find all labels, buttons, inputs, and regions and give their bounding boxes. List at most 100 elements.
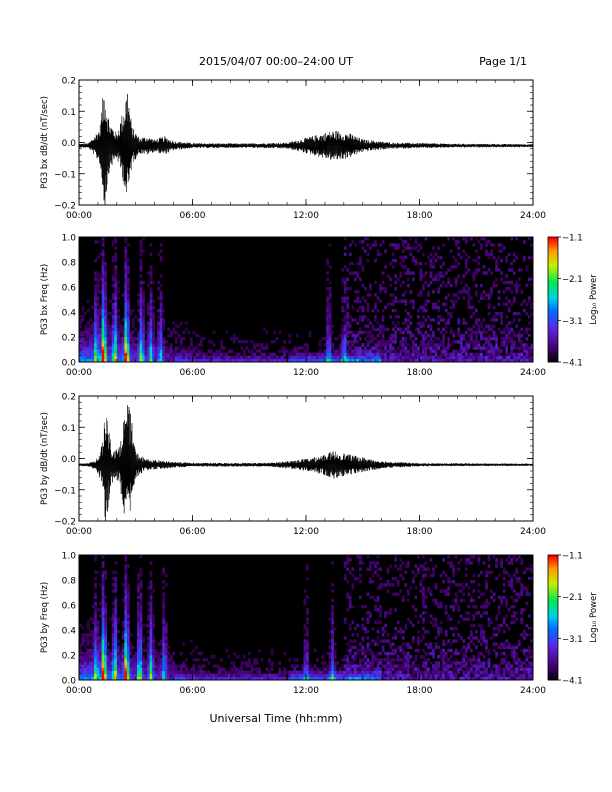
spectrogram-cell [497, 664, 501, 668]
spectrogram-cell [89, 337, 92, 341]
spectrogram-cell [389, 676, 393, 681]
colorbar-segment [548, 573, 558, 577]
spectrogram-cell [495, 262, 498, 266]
spectrogram-cell [106, 330, 110, 335]
spectrogram-cell [343, 308, 347, 313]
spectrogram-cell [94, 617, 97, 621]
spectrogram-cell [490, 337, 493, 341]
spectrogram-cell [409, 290, 413, 294]
spectrogram-cell [348, 605, 352, 609]
spectrogram-cell [507, 661, 511, 665]
spectrogram-cell [422, 601, 425, 606]
spectrogram-cell [152, 648, 155, 653]
spectrogram-cell [306, 655, 309, 659]
spectrogram-cell [149, 333, 153, 338]
spectrogram-cell [356, 299, 360, 303]
spectrogram-cell [164, 620, 168, 625]
spectrogram-cell [293, 358, 297, 363]
spectrogram-cell [84, 633, 87, 637]
spectrogram-cell [139, 274, 143, 278]
spectrogram-cell [149, 561, 153, 565]
spectrogram-cell [432, 346, 435, 350]
spectrogram-cell [452, 580, 456, 584]
spectrogram-cell [260, 352, 264, 357]
spectrogram-cell [464, 648, 468, 653]
spectrogram-cell [419, 639, 423, 643]
spectrogram-cell [384, 623, 388, 628]
spectrogram-cell [121, 620, 125, 625]
spectrogram-cell [116, 315, 120, 319]
spectrogram-cell [512, 614, 516, 618]
spectrogram-cell [142, 327, 145, 332]
spectrogram-cell [381, 280, 385, 285]
spectrogram-cell [495, 258, 498, 263]
spectrogram-cell [406, 655, 410, 659]
spectrogram-cell [447, 343, 451, 347]
spectrogram-cell [109, 676, 113, 681]
spectrogram-cell [520, 676, 524, 681]
spectrogram-cell [386, 274, 390, 278]
spectrogram-cell [452, 670, 456, 675]
spectrogram-cell [505, 601, 509, 606]
spectrogram-cell [189, 358, 193, 363]
spectrogram-cell [467, 302, 471, 307]
spectrogram-cell [419, 673, 423, 678]
spectrogram-cell [389, 302, 393, 307]
spectrogram-cell [96, 340, 100, 344]
spectrogram-cell [96, 324, 100, 328]
spectrogram-cell [396, 327, 400, 332]
spectrogram-cell [472, 589, 476, 593]
spectrogram-cell [328, 673, 332, 678]
spectrogram-cell [364, 630, 367, 634]
spectrogram-cell [406, 330, 410, 335]
spectrogram-cell [242, 340, 246, 344]
colorbar-tick-label: −3.1 [562, 317, 583, 327]
spectrogram-cell [126, 340, 130, 344]
spectrogram-cell [358, 355, 362, 360]
spectrogram-cell [104, 661, 108, 665]
spectrogram-cell [142, 280, 145, 285]
spectrogram-cell [487, 564, 491, 568]
spectrogram-cell [464, 352, 468, 357]
spectrogram-cell [247, 664, 251, 668]
spectrogram-cell [99, 337, 102, 341]
spectrogram-cell [427, 642, 430, 646]
plot-frame [78, 79, 534, 206]
spectrogram-cell [207, 349, 211, 353]
spectrogram-cell [396, 355, 400, 360]
spectrogram-cell [379, 243, 382, 247]
spectrogram-cell [364, 352, 367, 357]
spectrogram-cell [399, 645, 403, 650]
spectrogram-cell [142, 636, 145, 640]
spectrogram-cell [91, 355, 95, 360]
spectrogram-cell [444, 308, 448, 313]
spectrogram-cell [366, 352, 370, 357]
spectrogram-cell [114, 343, 118, 347]
colorbar-segment [548, 571, 558, 575]
spectrogram-cell [101, 262, 105, 266]
spectrogram-cell [126, 623, 130, 628]
spectrogram-cell [510, 620, 514, 625]
spectrogram-cell [429, 318, 433, 322]
spectrogram-cell [404, 642, 408, 646]
spectrogram-cell [366, 676, 370, 681]
spectrogram-cell [500, 343, 504, 347]
spectrogram-cell [497, 327, 501, 332]
spectrogram-cell [472, 346, 476, 350]
spectrogram-cell [371, 676, 375, 681]
spectrogram-cell [114, 346, 118, 350]
spectrogram-cell [401, 636, 405, 640]
spectrogram-cell [268, 676, 271, 681]
spectrogram-cell [139, 318, 143, 322]
spectrogram-cell [195, 355, 198, 360]
spectrogram-cell [79, 651, 82, 656]
spectrogram-cell [510, 280, 514, 285]
spectrogram-cell [510, 583, 514, 587]
spectrogram-cell [91, 648, 95, 653]
spectrogram-cell [485, 293, 488, 297]
spectrogram-cell [474, 664, 478, 668]
spectrogram-cell [366, 293, 370, 297]
spectrogram-cell [104, 280, 108, 285]
spectrogram-cell [348, 315, 352, 319]
spectrogram-cell [121, 358, 125, 363]
